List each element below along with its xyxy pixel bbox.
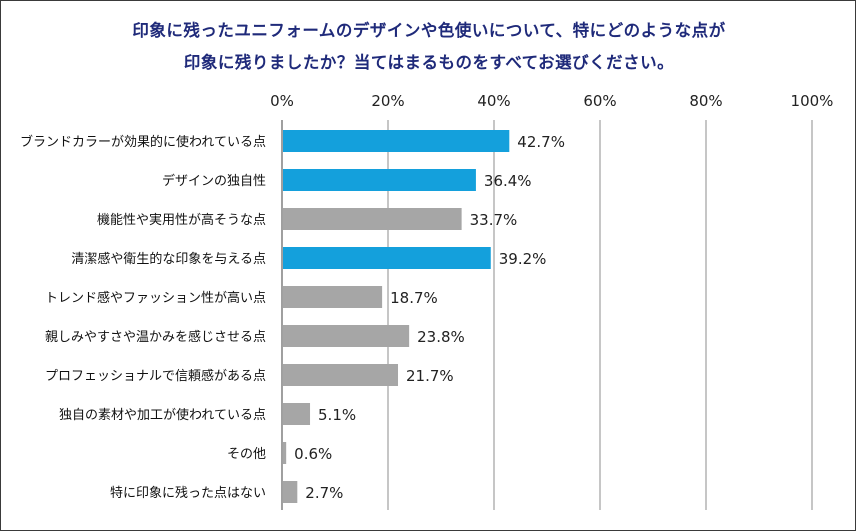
bar	[283, 130, 510, 152]
value-label: 0.6%	[294, 445, 332, 463]
bar	[283, 403, 311, 425]
bar	[283, 364, 399, 386]
x-axis-ticks: 0% 20% 40% 60% 80% 100%	[270, 92, 833, 110]
value-label: 33.7%	[470, 211, 518, 229]
category-label: 独自の素材や加工が使われている点	[59, 407, 266, 423]
value-label: 2.7%	[305, 484, 343, 502]
value-labels: 42.7% 36.4% 33.7% 39.2% 18.7% 23.8% 21.7% 5.1% 0…	[294, 133, 565, 502]
bar	[283, 169, 476, 191]
category-label: 清潔感や衛生的な印象を与える点	[71, 251, 266, 267]
bar	[283, 208, 462, 230]
x-tick-label: 100%	[791, 92, 834, 110]
category-labels: ブランドカラーが効果的に使われている点デザインの独自性機能性や実用性が高そうな点…	[20, 134, 266, 501]
value-label: 5.1%	[318, 406, 356, 424]
value-label: 42.7%	[517, 133, 565, 151]
x-tick-label: 60%	[583, 92, 616, 110]
value-label: 23.8%	[417, 328, 465, 346]
category-label: 親しみやすさや温かみを感じさせる点	[45, 329, 266, 345]
bar	[283, 286, 383, 308]
category-label: トレンド感やファッション性が高い点	[45, 290, 266, 306]
value-label: 39.2%	[499, 250, 547, 268]
bar	[283, 247, 491, 269]
chart-title-line-2: 印象に残りましたか？当てはまるものをすべてお選びください。	[183, 53, 675, 72]
bars	[283, 130, 510, 503]
bar	[283, 325, 410, 347]
chart-title-line-1: 印象に残ったユニフォームのデザインや色使いについて、特にどのような点が	[132, 21, 726, 40]
category-label: プロフェッショナルで信頼感がある点	[45, 368, 266, 384]
x-tick-label: 20%	[371, 92, 404, 110]
value-label: 36.4%	[484, 172, 532, 190]
bar	[283, 481, 298, 503]
category-label: その他	[227, 447, 266, 462]
value-label: 18.7%	[390, 289, 438, 307]
category-label: ブランドカラーが効果的に使われている点	[20, 134, 266, 150]
x-tick-label: 40%	[477, 92, 510, 110]
category-label: デザインの独自性	[162, 173, 266, 189]
x-tick-label: 80%	[689, 92, 722, 110]
category-label: 特に印象に残った点はない	[110, 486, 266, 501]
x-tick-label: 0%	[270, 92, 294, 110]
category-label: 機能性や実用性が高そうな点	[97, 212, 266, 228]
bar	[283, 442, 287, 464]
value-label: 21.7%	[406, 367, 454, 385]
